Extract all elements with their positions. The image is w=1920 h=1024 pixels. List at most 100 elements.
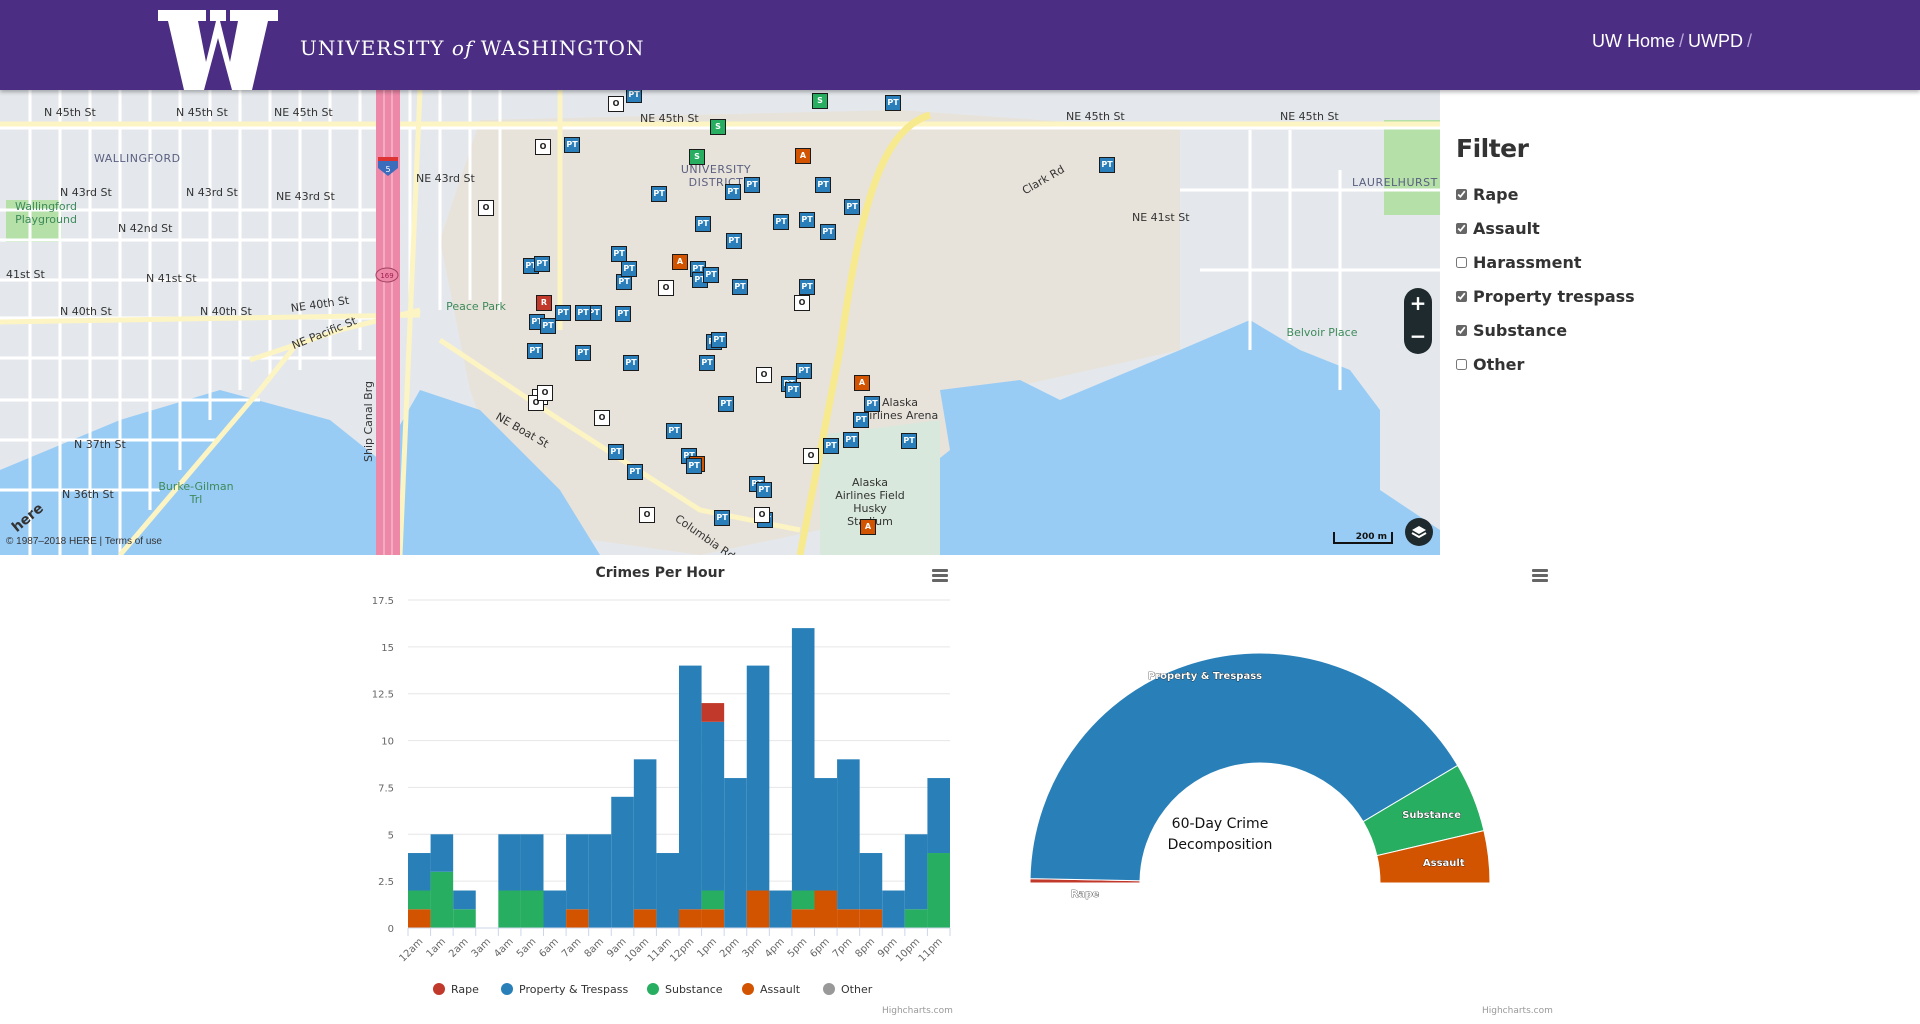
filter-property-trespass[interactable]: Property trespass (1456, 279, 1756, 313)
highcharts-credit[interactable]: Highcharts.com (1482, 1006, 1553, 1016)
crime-marker-pt[interactable]: PT (651, 186, 667, 202)
crime-marker-s[interactable]: S (710, 119, 726, 135)
crime-marker-pt[interactable]: PT (626, 90, 642, 103)
crime-marker-o[interactable]: O (754, 507, 770, 523)
crime-marker-pt[interactable]: PT (732, 279, 748, 295)
filter-assault-checkbox[interactable] (1456, 222, 1467, 234)
crime-marker-pt[interactable]: PT (575, 345, 591, 361)
crime-marker-pt[interactable]: PT (864, 396, 880, 412)
crime-marker-pt[interactable]: PT (608, 444, 624, 460)
crime-marker-s[interactable]: S (812, 93, 828, 109)
crime-marker-pt[interactable]: PT (885, 95, 901, 111)
crime-marker-pt[interactable]: PT (785, 382, 801, 398)
crime-marker-pt[interactable]: PT (773, 214, 789, 230)
crime-marker-o[interactable]: O (658, 280, 674, 296)
crime-marker-a[interactable]: A (860, 519, 876, 535)
layers-button[interactable] (1405, 518, 1433, 546)
filter-other-checkbox[interactable] (1456, 358, 1467, 370)
map-credit[interactable]: © 1987–2018 HERE | Terms of use (6, 536, 162, 547)
crime-marker-pt[interactable]: PT (714, 510, 730, 526)
pie-slice-property-trespass[interactable] (1029, 652, 1459, 882)
zoom-in-button[interactable]: + (1409, 291, 1427, 315)
bar-segment-assault (746, 890, 770, 928)
crime-marker-pt[interactable]: PT (564, 137, 580, 153)
filter-assault[interactable]: Assault (1456, 211, 1756, 245)
crime-marker-pt[interactable]: PT (534, 256, 550, 272)
filter-harassment[interactable]: Harassment (1456, 245, 1756, 279)
chart-menu-button[interactable] (1532, 569, 1548, 582)
crime-marker-pt[interactable]: PT (725, 184, 741, 200)
crime-marker-pt[interactable]: PT (666, 423, 682, 439)
crime-marker-r[interactable]: R (536, 295, 552, 311)
filter-harassment-checkbox[interactable] (1456, 256, 1467, 268)
crime-marker-pt[interactable]: PT (540, 318, 556, 334)
crime-marker-pt[interactable]: PT (726, 233, 742, 249)
crime-marker-o[interactable]: O (639, 507, 655, 523)
crime-marker-pt[interactable]: PT (555, 305, 571, 321)
crime-marker-pt[interactable]: PT (718, 396, 734, 412)
crime-marker-o[interactable]: O (537, 385, 553, 401)
crime-marker-o[interactable]: O (594, 410, 610, 426)
map-label-street: N 43rd St (186, 186, 238, 199)
crime-map[interactable]: 5 169 N 45th St N 45th St NE 45th St NE 45t… (0, 90, 1440, 555)
crime-marker-pt[interactable]: PT (815, 177, 831, 193)
crime-marker-pt[interactable]: PT (695, 216, 711, 232)
bar-segment-property-trespass (566, 834, 589, 910)
crime-marker-pt[interactable]: PT (820, 224, 836, 240)
breadcrumb-uw-home[interactable]: UW Home (1592, 31, 1676, 51)
crime-marker-pt[interactable]: PT (744, 177, 760, 193)
crime-marker-pt[interactable]: PT (616, 274, 632, 290)
crime-marker-pt[interactable]: PT (627, 464, 643, 480)
crime-marker-pt[interactable]: PT (823, 438, 839, 454)
map-label-park: Wallingford Playground (15, 200, 77, 226)
crime-marker-pt[interactable]: PT (686, 458, 702, 474)
crime-marker-pt[interactable]: PT (1099, 157, 1115, 173)
crime-marker-pt[interactable]: PT (703, 267, 719, 283)
crime-marker-pt[interactable]: PT (901, 433, 917, 449)
crime-marker-o[interactable]: O (756, 367, 772, 383)
crime-marker-pt[interactable]: PT (844, 199, 860, 215)
crime-marker-s[interactable]: S (689, 149, 705, 165)
crime-marker-pt[interactable]: PT (527, 343, 543, 359)
highcharts-credit[interactable]: Highcharts.com (882, 1006, 953, 1016)
map-label-street: N 42nd St (118, 222, 173, 235)
crime-marker-o[interactable]: O (803, 448, 819, 464)
crime-marker-pt[interactable]: PT (853, 412, 869, 428)
uw-logo[interactable] (158, 10, 278, 90)
filter-rape-checkbox[interactable] (1456, 188, 1467, 200)
uw-wordmark[interactable]: UNIVERSITY of WASHINGTON (300, 36, 644, 60)
crime-marker-pt[interactable]: PT (623, 355, 639, 371)
crime-marker-pt[interactable]: PT (799, 279, 815, 295)
bar-segment-substance (498, 890, 521, 928)
crime-marker-a[interactable]: A (672, 254, 688, 270)
chart-menu-button[interactable] (932, 569, 948, 582)
filter-substance-checkbox[interactable] (1456, 324, 1467, 336)
zoom-out-button[interactable]: − (1409, 324, 1427, 348)
filter-property-trespass-checkbox[interactable] (1456, 290, 1467, 302)
crime-marker-o[interactable]: O (794, 295, 810, 311)
crime-marker-pt[interactable]: PT (575, 305, 591, 321)
pie-slice-assault[interactable] (1376, 829, 1491, 884)
crime-marker-pt[interactable]: PT (796, 363, 812, 379)
crime-marker-a[interactable]: A (795, 148, 811, 164)
crime-marker-o[interactable]: O (608, 96, 624, 112)
crime-marker-pt[interactable]: PT (843, 432, 859, 448)
crime-marker-pt[interactable]: PT (621, 261, 637, 277)
crime-marker-o[interactable]: O (535, 139, 551, 155)
crime-marker-pt[interactable]: PT (611, 246, 627, 262)
map-label-street: 41st St (6, 268, 45, 281)
pie-data-label: Property & Trespass (1148, 671, 1262, 682)
crime-marker-pt[interactable]: PT (699, 355, 715, 371)
breadcrumb-uwpd[interactable]: UWPD (1688, 31, 1744, 51)
crime-marker-pt[interactable]: PT (615, 306, 631, 322)
crime-marker-pt[interactable]: PT (756, 482, 772, 498)
crime-marker-pt[interactable]: PT (711, 332, 727, 348)
crime-marker-pt[interactable]: PT (799, 212, 815, 228)
crime-marker-a[interactable]: A (854, 375, 870, 391)
bar-segment-property-trespass (746, 665, 770, 891)
crime-marker-o[interactable]: O (478, 200, 494, 216)
bar-segment-property-trespass (859, 853, 883, 910)
filter-rape[interactable]: Rape (1456, 177, 1756, 211)
filter-other[interactable]: Other (1456, 347, 1756, 381)
filter-substance[interactable]: Substance (1456, 313, 1756, 347)
